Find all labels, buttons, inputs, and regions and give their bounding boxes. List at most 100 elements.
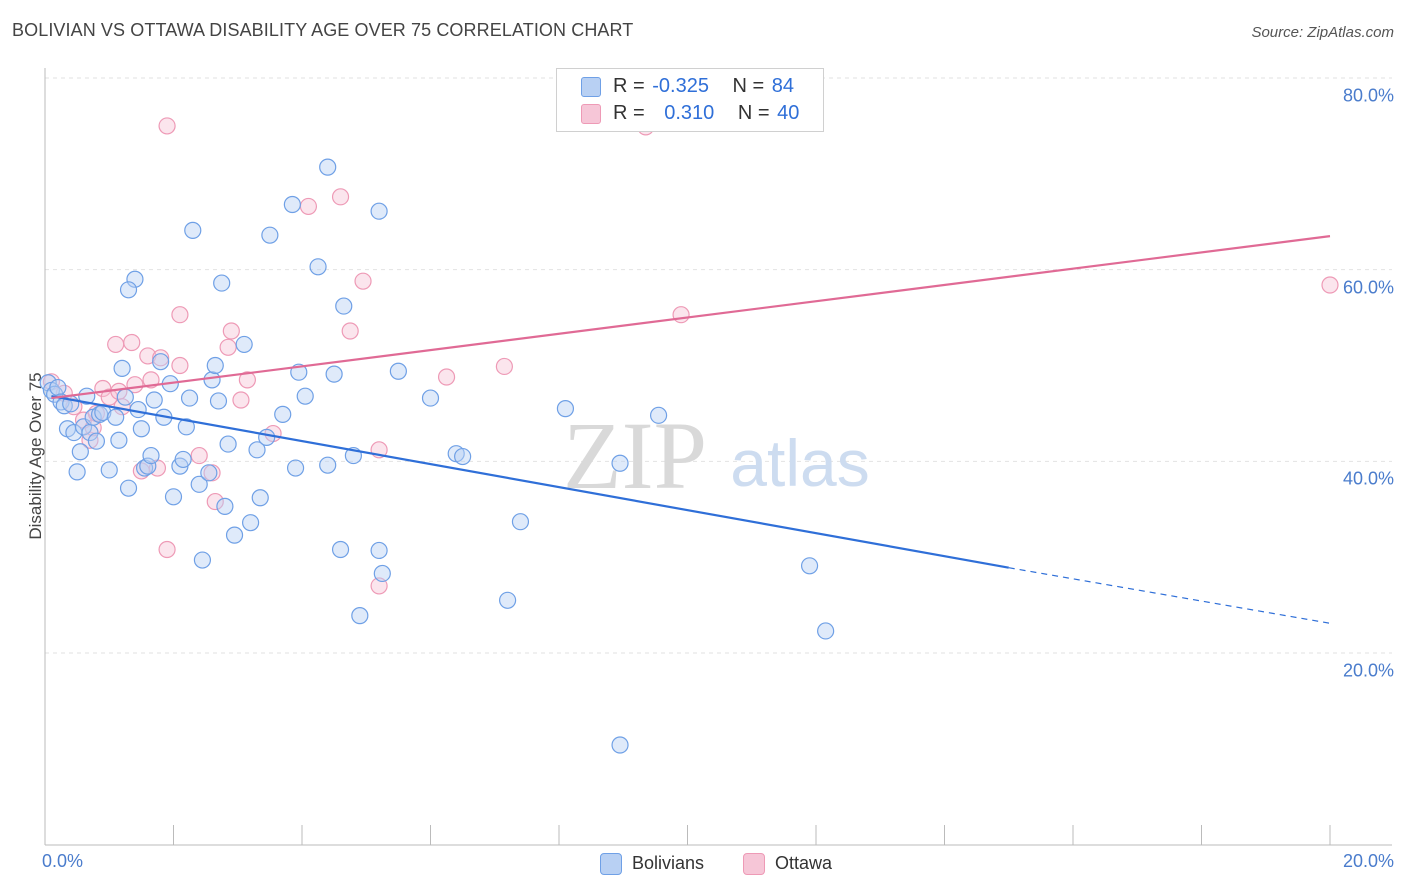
ottawa-point (238, 371, 256, 389)
ottawa-point (171, 306, 189, 324)
bolivians-point (174, 450, 192, 469)
ottawa-point (107, 335, 125, 354)
bolivians-point (142, 446, 160, 465)
ottawa-point (437, 368, 456, 386)
bolivians-point (373, 564, 391, 583)
ottawa-point (672, 306, 690, 324)
bolivians-point (611, 736, 629, 754)
y-tick-label: 40.0% (1342, 468, 1394, 489)
bolivians-trend-line (51, 395, 1009, 569)
bolivians-point (184, 221, 202, 239)
ottawa-point (190, 446, 208, 465)
bolivians-point (164, 488, 183, 506)
bolivians-point (180, 389, 199, 407)
bolivians-point (251, 489, 269, 507)
ottawa-point (152, 349, 170, 367)
bolivians-point (817, 622, 835, 640)
bolivians-point (206, 356, 224, 375)
bolivians-point (49, 378, 67, 397)
gridlines (45, 77, 1392, 654)
ottawa-trend-line (51, 235, 1331, 400)
bolivians-point (258, 428, 276, 446)
bolivians-point (335, 297, 353, 315)
bolivians-point (68, 463, 86, 481)
bolivians-point (190, 475, 208, 493)
bolivians-point (370, 541, 388, 560)
bolivians-point (611, 454, 629, 472)
ottawa-point (232, 391, 250, 409)
bolivians-point (421, 389, 440, 407)
r-label: R = (613, 75, 645, 97)
bolivians-points (39, 158, 835, 754)
bolivians-point (511, 513, 530, 531)
n-label: N = (737, 102, 770, 124)
bolivians-point (129, 400, 147, 419)
x-tick-label: 0.0% (42, 851, 84, 871)
bolivians-point (152, 353, 170, 371)
bolivians-point (286, 459, 305, 477)
bolivians-point (296, 387, 314, 405)
r-label: R = (613, 102, 645, 124)
bolivians-point (213, 274, 231, 292)
bolivians-point (71, 443, 89, 461)
bolivians-point (319, 158, 337, 176)
chart-title: BOLIVIAN VS OTTAWA DISABILITY AGE OVER 7… (12, 20, 634, 40)
bolivians-point (139, 457, 157, 475)
r-value: -0.325 (652, 75, 709, 97)
bolivians-swatch (600, 853, 622, 875)
bolivians-point (248, 441, 266, 459)
bolivians-point (319, 456, 337, 474)
stats-legend: R = -0.325 N = 84 R = 0.310 N = 40 (556, 68, 824, 132)
ottawa-swatch (581, 104, 601, 124)
y-tick-label: 80.0% (1342, 85, 1394, 106)
bolivians-point (177, 418, 195, 436)
bolivians-point (389, 362, 407, 380)
ottawa-point (171, 356, 189, 375)
watermark-atlas: atlas (730, 426, 869, 500)
bolivians-point (203, 371, 221, 389)
bolivians-point (499, 591, 517, 609)
bolivians-point (132, 420, 150, 438)
bolivians-point (126, 270, 144, 288)
bolivians-point (200, 464, 218, 482)
bolivians-point (87, 432, 106, 450)
bolivians-point (100, 461, 118, 479)
y-tick-label: 20.0% (1342, 660, 1394, 681)
watermark: ZIP atlas (563, 402, 870, 509)
series-legend: Bolivians Ottawa (0, 852, 1406, 876)
n-label: N = (732, 75, 765, 97)
ottawa-point (222, 322, 240, 340)
bolivians-point (209, 392, 228, 410)
bolivians-point (351, 607, 369, 625)
ottawa-point (299, 197, 318, 216)
bolivians-point (119, 479, 138, 497)
ottawa-point (1321, 276, 1339, 294)
legend-label-ottawa: Ottawa (775, 853, 833, 873)
ottawa-point (331, 188, 350, 206)
bolivians-point (216, 497, 234, 515)
ottawa-point (206, 492, 224, 511)
ottawa-swatch (743, 853, 765, 875)
bolivians-point (261, 226, 279, 244)
bolivians-point (145, 391, 163, 409)
source-label: Source: ZipAtlas.com (1251, 24, 1394, 41)
bolivians-point (331, 540, 350, 559)
bolivians-trend-extension (1008, 567, 1331, 624)
n-value: 84 (771, 75, 795, 97)
bolivians-point (454, 447, 472, 466)
ottawa-point (123, 333, 141, 352)
trend-lines (51, 235, 1331, 624)
bolivians-point (107, 408, 125, 426)
ottawa-points (42, 117, 1339, 595)
bolivians-point (370, 202, 388, 220)
bolivians-point (113, 359, 131, 377)
bolivians-point (235, 335, 253, 354)
ottawa-point (219, 338, 237, 356)
bolivians-point (219, 435, 237, 453)
ottawa-point (158, 540, 176, 559)
watermark-zip: ZIP (563, 402, 707, 509)
bolivians-point (119, 281, 138, 299)
x-tick-label: 20.0% (1342, 851, 1394, 871)
bolivians-swatch (581, 77, 601, 97)
